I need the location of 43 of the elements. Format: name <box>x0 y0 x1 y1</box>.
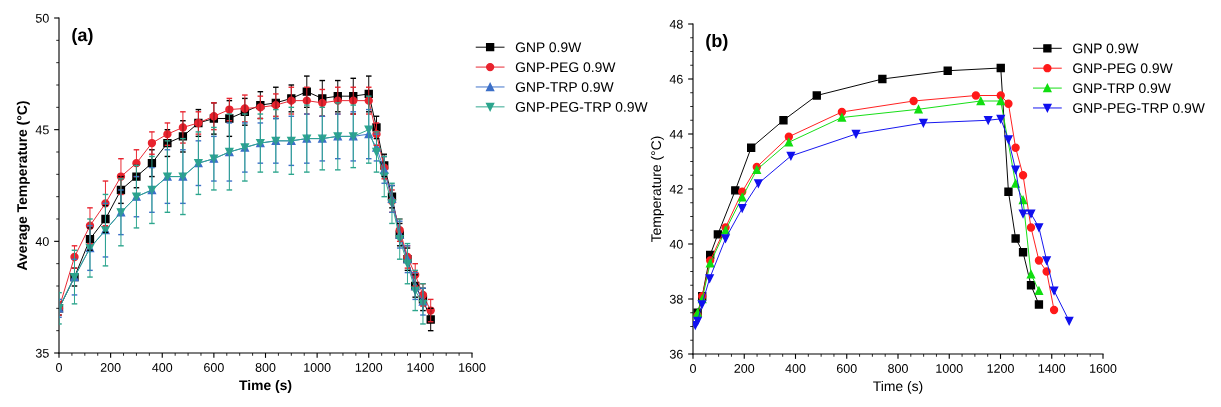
x-tick-label: 800 <box>255 363 276 372</box>
y-tick-label: 44 <box>669 129 683 139</box>
y-tick-label: 42 <box>669 184 683 194</box>
y-tick-label: 46 <box>669 74 683 84</box>
legend-label: GNP-PEG 0.9W <box>1073 63 1173 74</box>
legend-label: GNP-PEG-TRP 0.9W <box>1073 103 1205 113</box>
y-tick-label: 48 <box>669 19 683 29</box>
y-axis-title: Average Temperature (°C) <box>16 101 30 271</box>
x-tick-label: 1000 <box>936 364 963 373</box>
annotation: (a) <box>72 28 93 45</box>
y-tick-label: 50 <box>35 13 49 23</box>
x-tick-label: 600 <box>836 364 857 373</box>
y-tick-label: 40 <box>35 237 49 246</box>
y-tick-label: 36 <box>669 349 683 359</box>
x-tick-label: 1400 <box>1038 364 1066 373</box>
x-tick-label: 600 <box>204 363 224 372</box>
y-tick-label: 38 <box>669 294 683 304</box>
x-axis-title: Time (s) <box>239 379 292 393</box>
legend-label: GNP 0.9W <box>1073 43 1139 54</box>
x-tick-label: 1200 <box>987 364 1014 373</box>
y-tick-label: 45 <box>35 125 49 135</box>
x-tick-label: 1200 <box>355 363 383 372</box>
x-tick-label: 0 <box>690 364 696 373</box>
x-tick-label: 0 <box>56 363 62 372</box>
x-tick-label: 1000 <box>304 363 331 372</box>
x-axis-title: Time (s) <box>873 380 923 394</box>
y-tick-label: 40 <box>669 239 683 249</box>
legend-label: GNP-PEG 0.9W <box>515 62 616 73</box>
x-tick-label: 200 <box>100 363 121 372</box>
x-tick-label: 200 <box>734 364 755 373</box>
annotation: (b) <box>706 33 728 51</box>
x-tick-label: 400 <box>785 364 806 373</box>
x-tick-label: 400 <box>152 363 173 372</box>
legend-label: GNP-TRP 0.9W <box>515 82 614 92</box>
x-tick-label: 1600 <box>1090 364 1117 373</box>
x-tick-label: 800 <box>888 364 908 373</box>
legend-label: GNP-PEG-TRP 0.9W <box>515 102 648 112</box>
legend-label: GNP-TRP 0.9W <box>1073 83 1171 94</box>
legend-label: GNP 0.9W <box>515 42 582 53</box>
x-tick-label: 1400 <box>407 363 434 372</box>
x-tick-label: 1600 <box>459 363 486 372</box>
y-axis-title: Temperature (°C) <box>650 136 664 243</box>
y-tick-label: 35 <box>35 348 49 358</box>
